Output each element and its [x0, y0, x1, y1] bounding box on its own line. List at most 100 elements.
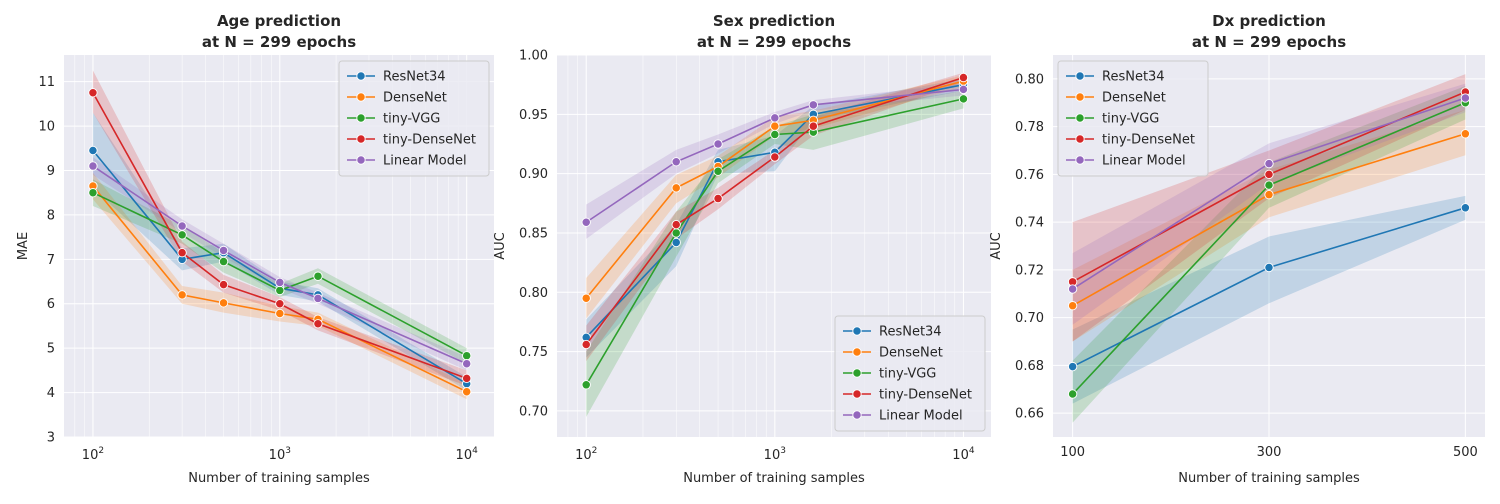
legend-box: [338, 60, 490, 177]
data-point-linear-model: [1460, 93, 1471, 103]
chart-title-line2: at N = 299 epochs: [697, 33, 851, 51]
legend-marker-linear-model: [1075, 155, 1085, 165]
series-group: [88, 70, 472, 400]
x-tick-label: 500: [1453, 445, 1478, 460]
legend-label-tiny-vgg: tiny-VGG: [1102, 112, 1159, 127]
legend-label-densenet: DenseNet: [879, 346, 943, 361]
data-point-linear-model: [1067, 284, 1078, 294]
legend-label-densenet: DenseNet: [383, 91, 447, 106]
data-point-tiny-densenet: [1264, 169, 1274, 180]
x-tick-exponent: 3: [285, 446, 291, 456]
data-point-tiny-vgg: [275, 285, 285, 296]
data-point-tiny-densenet: [88, 88, 98, 98]
legend-box: [834, 315, 986, 432]
data-point-densenet: [1460, 129, 1471, 139]
chart-title-line1: Age prediction: [217, 12, 341, 30]
data-point-tiny-vgg: [1067, 389, 1078, 399]
x-tick-label: 103: [764, 446, 786, 463]
y-tick-label: 8: [47, 208, 55, 223]
y-tick-label: 0.85: [519, 226, 548, 241]
data-point-tiny-densenet: [713, 193, 723, 204]
x-axis-label: Number of training samples: [683, 471, 865, 486]
data-point-linear-model: [275, 277, 285, 288]
grid: [1053, 55, 1485, 437]
data-point-densenet: [1264, 190, 1274, 200]
legend-label-densenet: DenseNet: [1102, 91, 1166, 106]
y-axis-label: MAE: [16, 232, 31, 260]
y-axis-label: AUC: [493, 232, 508, 260]
x-tick-base: 10: [82, 448, 99, 463]
series-line-densenet: [585, 80, 964, 299]
data-point-tiny-densenet: [958, 72, 969, 83]
x-tick-base: 10: [764, 448, 781, 463]
y-tick-label: 1.00: [519, 49, 548, 64]
data-point-tiny-densenet: [581, 339, 591, 350]
chart-title-line1: Sex prediction: [713, 12, 835, 30]
legend-marker-densenet: [356, 92, 366, 102]
data-point-tiny-densenet: [218, 279, 229, 290]
data-point-tiny-vgg: [177, 230, 187, 240]
grid: [64, 55, 494, 438]
x-tick-exponent: 4: [969, 446, 975, 456]
x-tick-base: 10: [952, 448, 969, 463]
series-line-linear-model: [585, 88, 964, 223]
data-point-tiny-vgg: [313, 271, 323, 281]
legend-marker-densenet: [852, 347, 862, 357]
y-tick-label: 6: [47, 297, 55, 312]
legend-marker-densenet: [1075, 92, 1085, 102]
series-group: [1067, 74, 1471, 423]
y-tick-label: 0.80: [1015, 72, 1044, 87]
x-tick-exponent: 2: [592, 446, 598, 456]
data-point-linear-model: [770, 113, 780, 123]
chart-panel-3: 100 300 500 0.66 0.68 0.70 0.72 0.74 0.76 0.78 0.8…: [989, 12, 1485, 486]
data-point-linear-model: [462, 359, 472, 369]
y-tick-label: 0.66: [1015, 407, 1044, 422]
data-point-linear-model: [177, 221, 187, 231]
legend: ResNet34 DenseNet tiny-VGG tiny-DenseNet Lin…: [338, 60, 490, 177]
legend-marker-resnet34: [852, 326, 862, 336]
data-point-tiny-densenet: [313, 319, 323, 329]
legend-marker-tiny-vgg: [1075, 113, 1085, 123]
series-group: [581, 72, 969, 417]
y-tick-label: 0.72: [1015, 263, 1044, 278]
x-tick-label: 300: [1257, 445, 1282, 460]
data-point-tiny-vgg: [88, 188, 98, 198]
y-tick-label: 9: [47, 164, 55, 179]
confidence-band-tiny-densenet: [1072, 74, 1466, 342]
y-tick-label: 10: [38, 120, 55, 135]
y-tick-label: 0.70: [1015, 311, 1044, 326]
y-tick-label: 4: [47, 386, 55, 401]
data-point-tiny-densenet: [462, 373, 472, 384]
x-axis-label: Number of training samples: [188, 471, 370, 486]
data-point-linear-model: [1264, 158, 1274, 169]
legend-marker-tiny-densenet: [1075, 134, 1085, 144]
legend-label-linear-model: Linear Model: [1102, 154, 1186, 169]
data-point-densenet: [770, 121, 780, 131]
data-point-densenet: [275, 308, 285, 319]
series-line-tiny-densenet: [585, 76, 964, 345]
data-point-tiny-vgg: [770, 129, 780, 140]
data-point-densenet: [218, 298, 229, 308]
data-point-tiny-densenet: [275, 299, 285, 309]
y-tick-label: 3: [47, 431, 55, 446]
legend-label-linear-model: Linear Model: [383, 154, 467, 169]
series-line-tiny-densenet: [92, 92, 467, 380]
data-point-resnet34: [88, 145, 98, 156]
series-line-linear-model: [92, 165, 468, 365]
legend-marker-linear-model: [356, 155, 366, 165]
data-point-tiny-densenet: [770, 152, 780, 162]
data-point-linear-model: [218, 245, 229, 256]
legend-label-resnet34: ResNet34: [1102, 70, 1165, 85]
legend-label-resnet34: ResNet34: [879, 325, 942, 340]
data-point-densenet: [177, 290, 187, 300]
data-point-tiny-vgg: [671, 228, 681, 238]
y-tick-label: 5: [47, 342, 55, 357]
data-point-tiny-vgg: [218, 256, 229, 267]
data-point-resnet34: [671, 237, 681, 248]
legend-label-tiny-vgg: tiny-VGG: [879, 367, 936, 382]
data-point-linear-model: [88, 161, 98, 171]
x-tick-label: 104: [952, 446, 975, 463]
